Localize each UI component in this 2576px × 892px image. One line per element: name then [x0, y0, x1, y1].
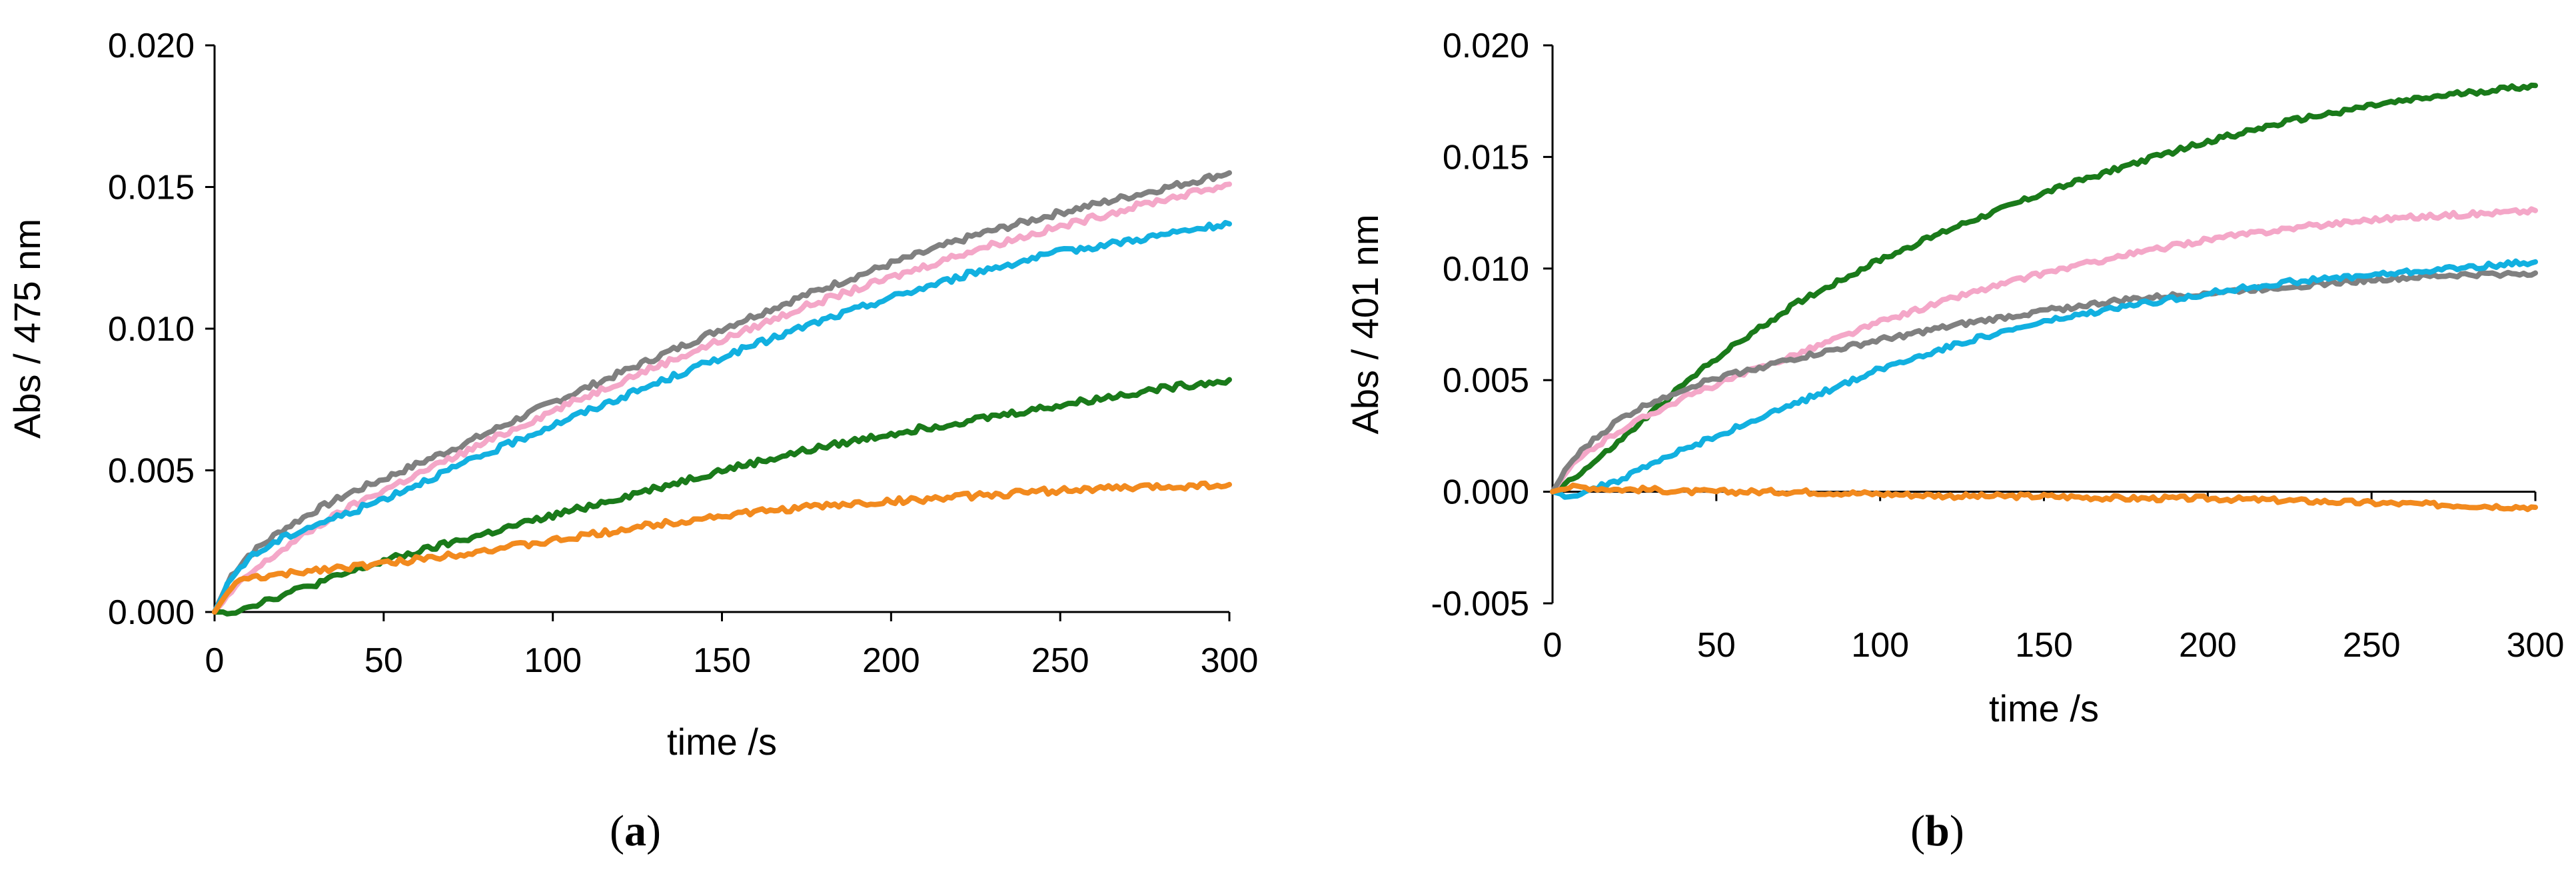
y-tick-label: 0.015 [108, 169, 195, 207]
y-tick-label: 0.000 [108, 593, 195, 632]
series-line [1550, 482, 2538, 513]
y-tick-label: 0.015 [1443, 138, 1529, 177]
series-line [1550, 206, 2538, 495]
x-tick-label: 100 [1851, 626, 1909, 665]
x-tick-label: 50 [364, 641, 403, 680]
y-tick-label: 0.005 [108, 452, 195, 491]
x-tick-label: 0 [205, 641, 225, 680]
series-line [212, 170, 1232, 615]
series-line [1550, 269, 2538, 495]
y-tick-label: 0.020 [108, 27, 195, 65]
x-tick-label: 100 [524, 641, 582, 680]
panel-label: (a) [610, 807, 661, 855]
y-tick-label: 0.010 [1443, 250, 1529, 289]
x-tick-label: 200 [862, 641, 920, 680]
y-axis-title: Abs / 475 nm [6, 219, 48, 439]
x-tick-label: 150 [2015, 626, 2073, 665]
series-line [212, 480, 1232, 615]
y-axis-title: Abs / 401 nm [1344, 215, 1386, 435]
x-axis-title: time /s [667, 721, 777, 763]
x-tick-label: 300 [2507, 626, 2565, 665]
x-tick-label: 50 [1697, 626, 1736, 665]
x-axis-title: time /s [1989, 687, 2099, 729]
y-tick-label: 0.005 [1443, 361, 1529, 400]
x-tick-label: 250 [1031, 641, 1089, 680]
y-tick-label: 0.020 [1443, 27, 1529, 65]
chart-panel-a: 0.000 0.005 0.010 0.015 0.020 0 50 100 150 200 250… [6, 27, 1258, 855]
series-line [1550, 82, 2538, 495]
y-tick-label: 0.010 [108, 310, 195, 349]
chart-panel-b: -0.005 0.000 0.005 0.010 0.015 0.020 0 50 100 150… [1344, 27, 2564, 855]
x-tick-label: 250 [2343, 626, 2401, 665]
x-tick-label: 0 [1543, 626, 1563, 665]
y-tick-label: -0.005 [1431, 585, 1529, 623]
x-tick-label: 200 [2179, 626, 2237, 665]
x-tick-label: 300 [1201, 641, 1259, 680]
panel-label: (b) [1910, 807, 1964, 855]
series-line [212, 377, 1232, 617]
x-tick-label: 150 [693, 641, 751, 680]
series-line [1550, 258, 2538, 500]
series-line [212, 219, 1232, 615]
series-line [212, 181, 1232, 615]
y-tick-label: 0.000 [1443, 473, 1529, 512]
